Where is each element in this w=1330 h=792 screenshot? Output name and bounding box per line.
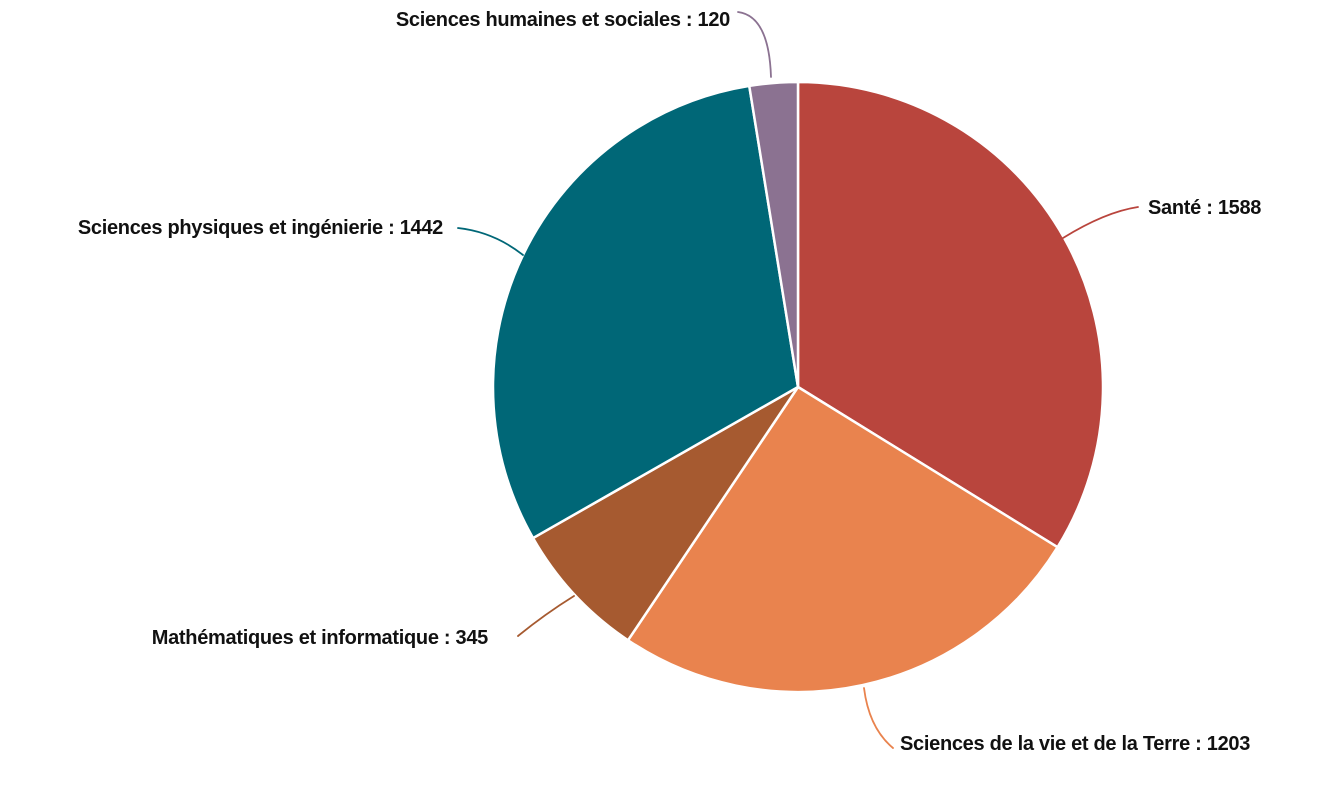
slice-label-sciences-de-la-vie-et-de-la-terre: Sciences de la vie et de la Terre : 1203 (900, 733, 1250, 755)
pie-slice-sciences-humaines-et-sociales[interactable] (748, 80, 800, 389)
leader-line-sciences-de-la-vie-et-de-la-terre (863, 687, 894, 749)
slice-label-sciences-humaines-et-sociales: Sciences humaines et sociales : 120 (396, 9, 730, 31)
leader-line-sante (1062, 206, 1139, 239)
pie-slice-mathematiques-et-informatique[interactable] (531, 385, 800, 642)
leader-line-sciences-physiques-et-ingenierie (457, 227, 524, 256)
slice-label-sciences-physiques-et-ingenierie: Sciences physiques et ingénierie : 1442 (78, 217, 443, 239)
leader-line-mathematiques-et-informatique (517, 595, 575, 637)
pie-slice-sante[interactable] (796, 80, 1105, 549)
slice-label-mathematiques-et-informatique: Mathématiques et informatique : 345 (152, 627, 488, 649)
leader-line-sciences-humaines-et-sociales (737, 11, 772, 78)
slice-label-sante: Santé : 1588 (1148, 197, 1261, 219)
pie-slice-sciences-de-la-vie-et-de-la-terre[interactable] (626, 385, 1059, 694)
